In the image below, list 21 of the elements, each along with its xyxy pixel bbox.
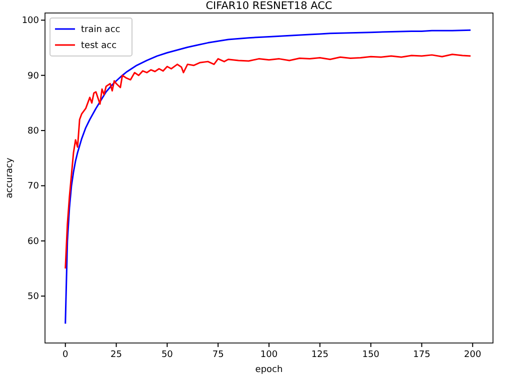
line-series: [64, 54, 472, 270]
x-tick-label: 25: [110, 350, 122, 360]
y-tick-label: 80: [28, 126, 40, 137]
y-tick-label: 50: [28, 292, 40, 302]
x-axis-title: epoch: [255, 365, 283, 375]
y-tick-label: 90: [28, 71, 40, 82]
y-tick-label: 60: [28, 236, 40, 247]
x-tick-label: 125: [311, 350, 329, 360]
x-tick-label: 100: [260, 350, 278, 360]
x-tick-label: 175: [413, 350, 430, 360]
legend-label: test acc: [81, 41, 117, 51]
y-axis-title: accuracy: [5, 157, 15, 198]
y-tick-label: 70: [28, 182, 40, 192]
x-tick-label: 200: [464, 350, 482, 360]
x-tick-label: 50: [161, 350, 174, 360]
chart-title: CIFAR10 RESNET18 ACC: [206, 0, 332, 12]
x-tick-label: 150: [362, 350, 380, 360]
legend-label: train acc: [81, 25, 120, 35]
y-tick-label: 100: [22, 16, 40, 26]
x-tick-label: 0: [62, 350, 68, 360]
x-tick-label: 75: [212, 350, 224, 360]
